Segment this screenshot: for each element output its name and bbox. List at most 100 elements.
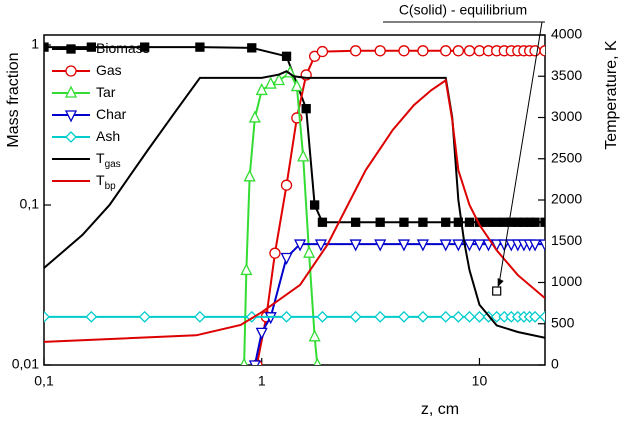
marker <box>280 310 293 323</box>
x-tick-label: 0,1 <box>34 373 54 389</box>
y2-tick-label: 3500 <box>551 67 582 83</box>
series-line <box>44 78 545 343</box>
marker <box>540 217 545 227</box>
marker <box>539 310 545 323</box>
marker <box>243 169 256 182</box>
legend-label: Tar <box>96 84 116 100</box>
x-tick-label: 1 <box>258 373 266 389</box>
marker <box>464 217 475 227</box>
marker <box>530 217 540 227</box>
marker <box>375 217 385 227</box>
marker <box>313 357 322 365</box>
legend-label: Biomass <box>96 40 150 56</box>
plot-area <box>44 42 545 365</box>
y2-tick-label: 3000 <box>551 108 582 124</box>
marker <box>398 45 410 57</box>
marker <box>138 310 151 323</box>
marker <box>308 329 321 342</box>
marker <box>463 45 476 57</box>
marker <box>473 239 486 252</box>
y2-tick-label: 500 <box>551 314 575 330</box>
marker <box>303 245 316 258</box>
marker <box>297 149 310 162</box>
marker <box>255 82 268 96</box>
marker <box>441 217 451 227</box>
marker <box>44 42 49 52</box>
legend-name: Biomass <box>96 40 150 56</box>
marker <box>440 45 452 57</box>
marker <box>417 45 429 57</box>
legend-label: Ash <box>96 128 120 144</box>
y2-axis-title: Temperature, K <box>603 40 620 150</box>
marker <box>528 239 542 252</box>
legend-name: Char <box>96 106 127 122</box>
legend-label: Char <box>96 106 127 122</box>
marker <box>463 239 476 252</box>
marker <box>452 310 465 323</box>
marker <box>140 42 150 52</box>
marker <box>439 310 452 323</box>
legend-name: Gas <box>96 62 122 78</box>
marker <box>86 42 97 52</box>
legend-subscript: gas <box>105 159 121 170</box>
marker <box>349 310 362 323</box>
marker <box>492 217 502 227</box>
marker <box>398 310 410 323</box>
marker <box>399 217 409 227</box>
marker <box>264 76 277 89</box>
marker <box>64 85 78 98</box>
marker <box>248 360 261 365</box>
marker <box>66 44 76 54</box>
y-tick-label: 1 <box>31 36 39 52</box>
marker <box>418 217 428 227</box>
marker <box>314 239 327 252</box>
marker <box>280 179 293 191</box>
marker <box>65 65 77 77</box>
marker <box>193 310 206 323</box>
marker <box>417 310 429 323</box>
marker <box>374 45 386 57</box>
marker <box>349 45 362 57</box>
marker <box>65 131 77 143</box>
marker <box>439 239 452 252</box>
marker <box>316 45 329 58</box>
series-line <box>253 243 545 365</box>
marker <box>397 239 411 252</box>
marker <box>195 42 205 52</box>
marker <box>473 310 486 323</box>
marker <box>350 217 361 227</box>
marker <box>416 239 429 252</box>
marker <box>280 252 293 265</box>
y2-tick-label: 0 <box>551 356 559 372</box>
marker <box>247 43 257 53</box>
x-axis-title: z, cm <box>421 401 459 418</box>
marker <box>529 310 541 323</box>
legend-subscript: bp <box>105 181 117 192</box>
y-tick-label: 0,01 <box>12 356 39 372</box>
marker <box>272 73 286 86</box>
marker <box>463 310 476 323</box>
marker <box>452 239 465 252</box>
marker <box>240 262 253 276</box>
annotation-arrowhead <box>497 278 504 288</box>
legend-name: Ash <box>96 128 120 144</box>
y2-tick-label: 1000 <box>551 273 582 289</box>
marker <box>349 239 362 252</box>
marker <box>64 110 78 123</box>
y2-tick-label: 2500 <box>551 149 582 165</box>
marker <box>539 45 545 57</box>
legend-label: Tbp <box>96 172 116 192</box>
marker <box>374 310 387 323</box>
marker <box>290 79 303 92</box>
marker <box>294 239 307 252</box>
annotation-arrow <box>498 21 543 287</box>
marker <box>538 239 545 252</box>
legend-name: Tar <box>96 84 116 100</box>
marker <box>316 310 329 323</box>
marker <box>44 310 50 323</box>
legend-name: T <box>96 172 105 188</box>
legend-name: T <box>96 150 105 166</box>
legend-label: Tgas <box>96 150 121 170</box>
legend-label: Gas <box>96 62 122 78</box>
marker <box>301 104 311 114</box>
